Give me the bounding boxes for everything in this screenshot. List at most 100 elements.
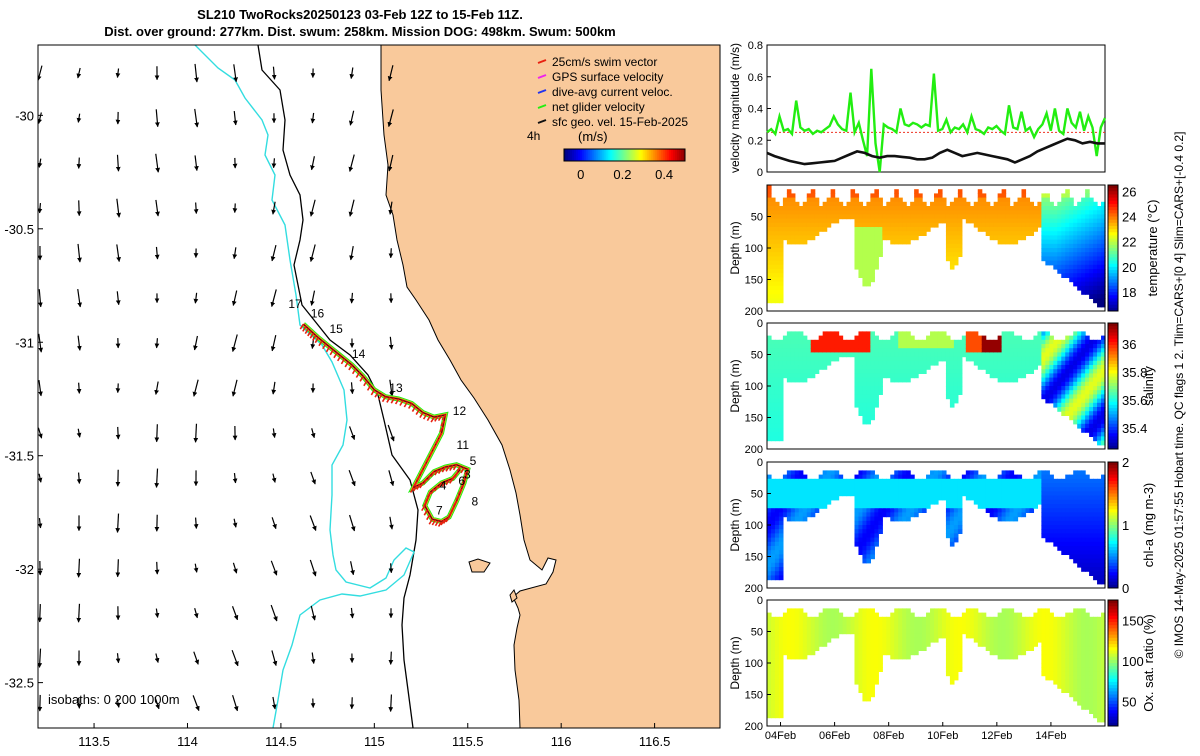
section-cell	[1093, 659, 1098, 664]
section-cell	[1057, 642, 1062, 647]
section-cell	[1097, 428, 1102, 433]
section-cell	[803, 202, 808, 207]
section-cell	[1018, 504, 1023, 509]
section-cell	[1093, 496, 1098, 501]
section-cell	[1093, 378, 1098, 383]
section-cell	[898, 210, 903, 215]
colorbar-cell	[1108, 663, 1118, 667]
section-cell	[862, 386, 867, 391]
section-cell	[767, 373, 772, 378]
section-cell	[886, 512, 891, 517]
section-cell	[1021, 479, 1026, 484]
section-cell	[1041, 202, 1046, 207]
section-cell	[1002, 373, 1007, 378]
colorbar-cell	[1108, 424, 1118, 428]
section-cell	[767, 436, 772, 441]
section-cell	[1057, 361, 1062, 366]
section-cell	[1065, 369, 1070, 374]
section-cell	[1025, 500, 1030, 505]
section-cell	[771, 680, 776, 685]
section-cell	[1069, 415, 1074, 420]
section-cell	[831, 483, 836, 488]
section-cell	[1069, 533, 1074, 538]
section-cell	[854, 219, 859, 224]
section-cell	[874, 663, 879, 668]
section-cell	[874, 365, 879, 370]
velocity-arrow	[352, 382, 353, 393]
section-cell	[767, 508, 772, 513]
section-cell	[775, 642, 780, 647]
section-cell	[1093, 705, 1098, 710]
section-cell	[791, 227, 796, 232]
section-cell	[775, 294, 780, 299]
section-cell	[870, 403, 875, 408]
section-cell	[890, 198, 895, 203]
section-cell	[902, 231, 907, 236]
section-cell	[1097, 650, 1102, 655]
section-cell	[835, 198, 840, 203]
section-cell	[910, 496, 915, 501]
section-cell	[874, 403, 879, 408]
colorbar-cell	[1108, 509, 1118, 513]
section-cell	[1002, 223, 1007, 228]
section-cell	[1061, 399, 1066, 404]
section-cell	[799, 500, 804, 505]
section-cell	[870, 521, 875, 526]
section-cell	[910, 646, 915, 651]
section-cell	[854, 361, 859, 366]
section-cell	[1045, 373, 1050, 378]
section-cell	[1010, 642, 1015, 647]
section-cell	[910, 369, 915, 374]
section-cell	[803, 496, 808, 501]
section-cell	[926, 613, 931, 618]
section-cell	[1081, 365, 1086, 370]
section-cell	[779, 533, 784, 538]
section-cell	[1053, 542, 1058, 547]
section-cell	[934, 202, 939, 207]
section-cell	[1061, 629, 1066, 634]
section-cell	[918, 504, 923, 509]
section-cell	[958, 655, 963, 660]
section-cell	[775, 227, 780, 232]
velocity-arrow	[351, 68, 353, 79]
section-cell	[1065, 483, 1070, 488]
section-cell	[1006, 608, 1011, 613]
section-cell	[902, 500, 907, 505]
section-cell	[1025, 231, 1030, 236]
section-cell	[767, 479, 772, 484]
velocity-arrow	[157, 338, 158, 348]
section-cell	[823, 227, 828, 232]
section-cell	[1041, 634, 1046, 639]
section-cell	[1089, 676, 1094, 681]
section-cell	[1065, 202, 1070, 207]
section-cell	[1069, 365, 1074, 370]
section-cell	[958, 202, 963, 207]
section-cell	[978, 504, 983, 509]
section-cell	[902, 608, 907, 613]
section-cell	[854, 529, 859, 534]
section-cell	[966, 613, 971, 618]
section-cell	[1065, 399, 1070, 404]
section-cell	[1053, 512, 1058, 517]
section-cell	[1093, 667, 1098, 672]
section-cell	[1097, 261, 1102, 266]
section-cell	[1097, 517, 1102, 522]
section-cell	[1061, 344, 1066, 349]
section-cell	[950, 344, 955, 349]
section-cell	[1041, 252, 1046, 257]
section-cell	[938, 210, 943, 215]
section-cell	[1085, 202, 1090, 207]
section-cell	[878, 663, 883, 668]
colorbar-cell	[1108, 392, 1118, 396]
section-cell	[1006, 231, 1011, 236]
section-cell	[787, 378, 792, 383]
section-cell	[771, 642, 776, 647]
section-cell	[946, 227, 951, 232]
section-cell	[974, 470, 979, 475]
section-cell	[922, 625, 927, 630]
section-cell	[1093, 223, 1098, 228]
section-cell	[1065, 546, 1070, 551]
section-cell	[866, 625, 871, 630]
section-cell	[854, 667, 859, 672]
section-cell	[858, 483, 863, 488]
